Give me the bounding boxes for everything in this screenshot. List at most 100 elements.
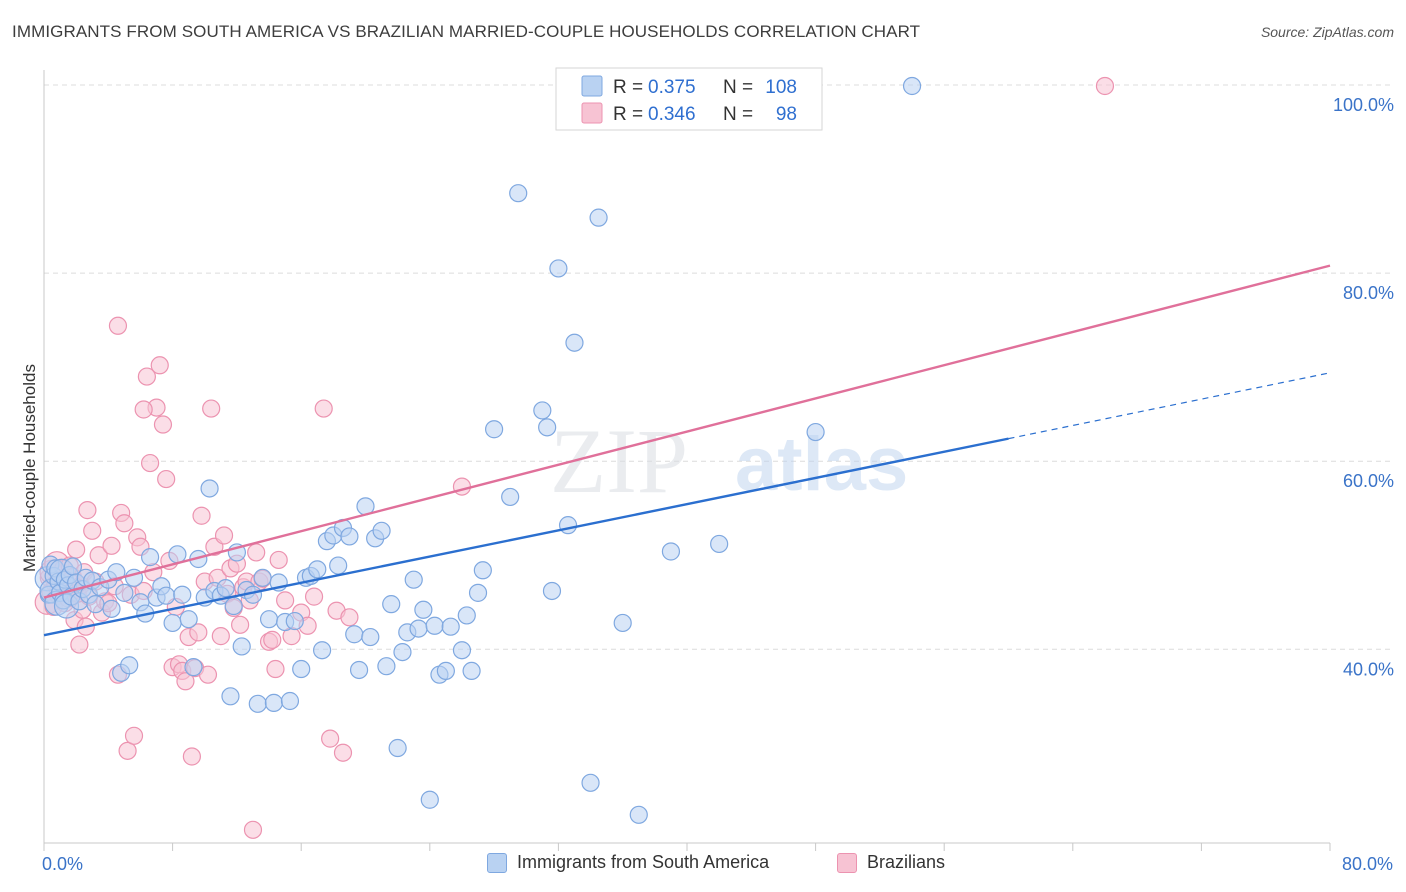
brazilians-point (198, 665, 218, 684)
immigrants-point (157, 586, 176, 605)
immigrants-point (349, 660, 369, 680)
legend-item-immigrants[interactable]: Immigrants from South America (487, 852, 769, 873)
immigrants-point (409, 619, 428, 638)
legend-n-value-pink: 98 (776, 104, 797, 125)
immigrants-point (538, 418, 557, 437)
immigrants-point (115, 583, 134, 602)
immigrants-point (581, 773, 600, 792)
legend-label-brazilians: Brazilians (867, 852, 946, 872)
immigrants-point (393, 643, 412, 662)
legend-swatch-brazilians (837, 852, 857, 873)
brazilians-point (189, 623, 208, 642)
brazilians-point (304, 587, 324, 606)
brazilians-point (102, 536, 121, 555)
immigrants-trend-line (43, 437, 1009, 637)
brazilians-point (115, 514, 134, 533)
brazilians-point (108, 316, 128, 335)
brazilians-point (1095, 76, 1115, 96)
immigrants-point (280, 691, 300, 711)
immigrants-point (173, 585, 192, 604)
immigrants-point (629, 805, 648, 824)
immigrants-point (414, 600, 433, 619)
immigrants-point (549, 259, 568, 278)
brazilians-point (333, 743, 353, 762)
immigrants-point (179, 610, 198, 629)
immigrants-point (216, 579, 235, 598)
legend-r-label-pink: R = (613, 104, 643, 125)
immigrants-point (184, 658, 203, 677)
chart-title: IMMIGRANTS FROM SOUTH AMERICA VS BRAZILI… (12, 22, 921, 41)
source-label: Source: ZipAtlas.com (1260, 24, 1394, 40)
immigrants-point (312, 641, 332, 660)
immigrants-point (224, 596, 243, 616)
immigrants-point (558, 516, 578, 535)
immigrants-point (589, 208, 608, 227)
legend-n-label-pink: N = (723, 104, 753, 125)
brazilians-point (70, 635, 89, 654)
brazilians-point (314, 399, 333, 418)
immigrants-point (404, 570, 423, 589)
immigrants-point (292, 659, 311, 679)
y-tick-label: 60.0% (1343, 471, 1394, 491)
immigrants-point (425, 616, 444, 635)
brazilians-point (266, 659, 285, 679)
trend-lines (43, 264, 1331, 637)
brazilians-point (150, 356, 169, 375)
legend-correlation: R = 0.375 N = 108 R = 0.346 N = 98 (555, 67, 823, 131)
immigrants-point (285, 611, 304, 631)
immigrants-point (253, 568, 272, 587)
immigrants-point (457, 606, 476, 625)
brazilians-point (118, 741, 137, 760)
immigrants-point (452, 641, 472, 660)
immigrants-point (200, 479, 219, 498)
brazilians-point (243, 820, 263, 839)
brazilians-point (202, 399, 221, 418)
y-tick-label: 80.0% (1343, 283, 1394, 303)
immigrants-point (613, 613, 632, 633)
immigrants-point (441, 617, 460, 636)
immigrants-point (542, 581, 562, 601)
brazilians-point (134, 400, 153, 419)
legend-n-label-blue: N = (723, 77, 753, 98)
immigrants-point (248, 694, 267, 713)
brazilians-point (231, 615, 250, 634)
immigrants-point (501, 487, 520, 507)
legend-r-label-blue: R = (613, 77, 643, 98)
immigrants-point (102, 599, 121, 618)
brazilians-point (83, 521, 102, 540)
immigrants-point (806, 422, 825, 442)
immigrants-point (485, 420, 504, 439)
immigrants-point (221, 687, 240, 706)
y-axis-label: Married-couple Households (20, 364, 39, 572)
legend-r-value-blue: 0.375 (648, 77, 696, 98)
brazilians-point (67, 540, 86, 559)
brazilians-point (137, 367, 156, 386)
legend-swatch-blue (581, 75, 603, 97)
brazilians-point (263, 630, 282, 649)
immigrants-point (329, 556, 348, 575)
brazilians-point (124, 726, 144, 745)
immigrants-point (533, 401, 552, 420)
legend-item-brazilians[interactable]: Brazilians (837, 852, 945, 873)
brazilians-point (269, 550, 288, 570)
tick-labels: 40.0% 60.0% 80.0% 100.0% 0.0% 80.0% (42, 95, 1394, 874)
immigrants-point (107, 563, 126, 582)
legend-r-value-pink: 0.346 (648, 104, 696, 125)
immigrants-point (382, 595, 401, 614)
brazilians-point (211, 627, 230, 646)
immigrants-point (163, 613, 182, 633)
x-tick-label: 80.0% (1342, 854, 1393, 874)
immigrants-point (420, 790, 439, 809)
immigrants-point (509, 184, 528, 203)
immigrants-point (345, 625, 364, 644)
grid-lines (44, 84, 1392, 650)
immigrants-point (264, 693, 283, 712)
brazilians-point (452, 477, 472, 496)
immigrants-point (361, 627, 380, 647)
legend-series: Immigrants from South America Brazilians (0, 852, 1406, 878)
brazilians-point (89, 546, 108, 565)
immigrants-point (120, 656, 139, 675)
immigrants-point (372, 521, 391, 540)
immigrants-point (473, 561, 492, 580)
